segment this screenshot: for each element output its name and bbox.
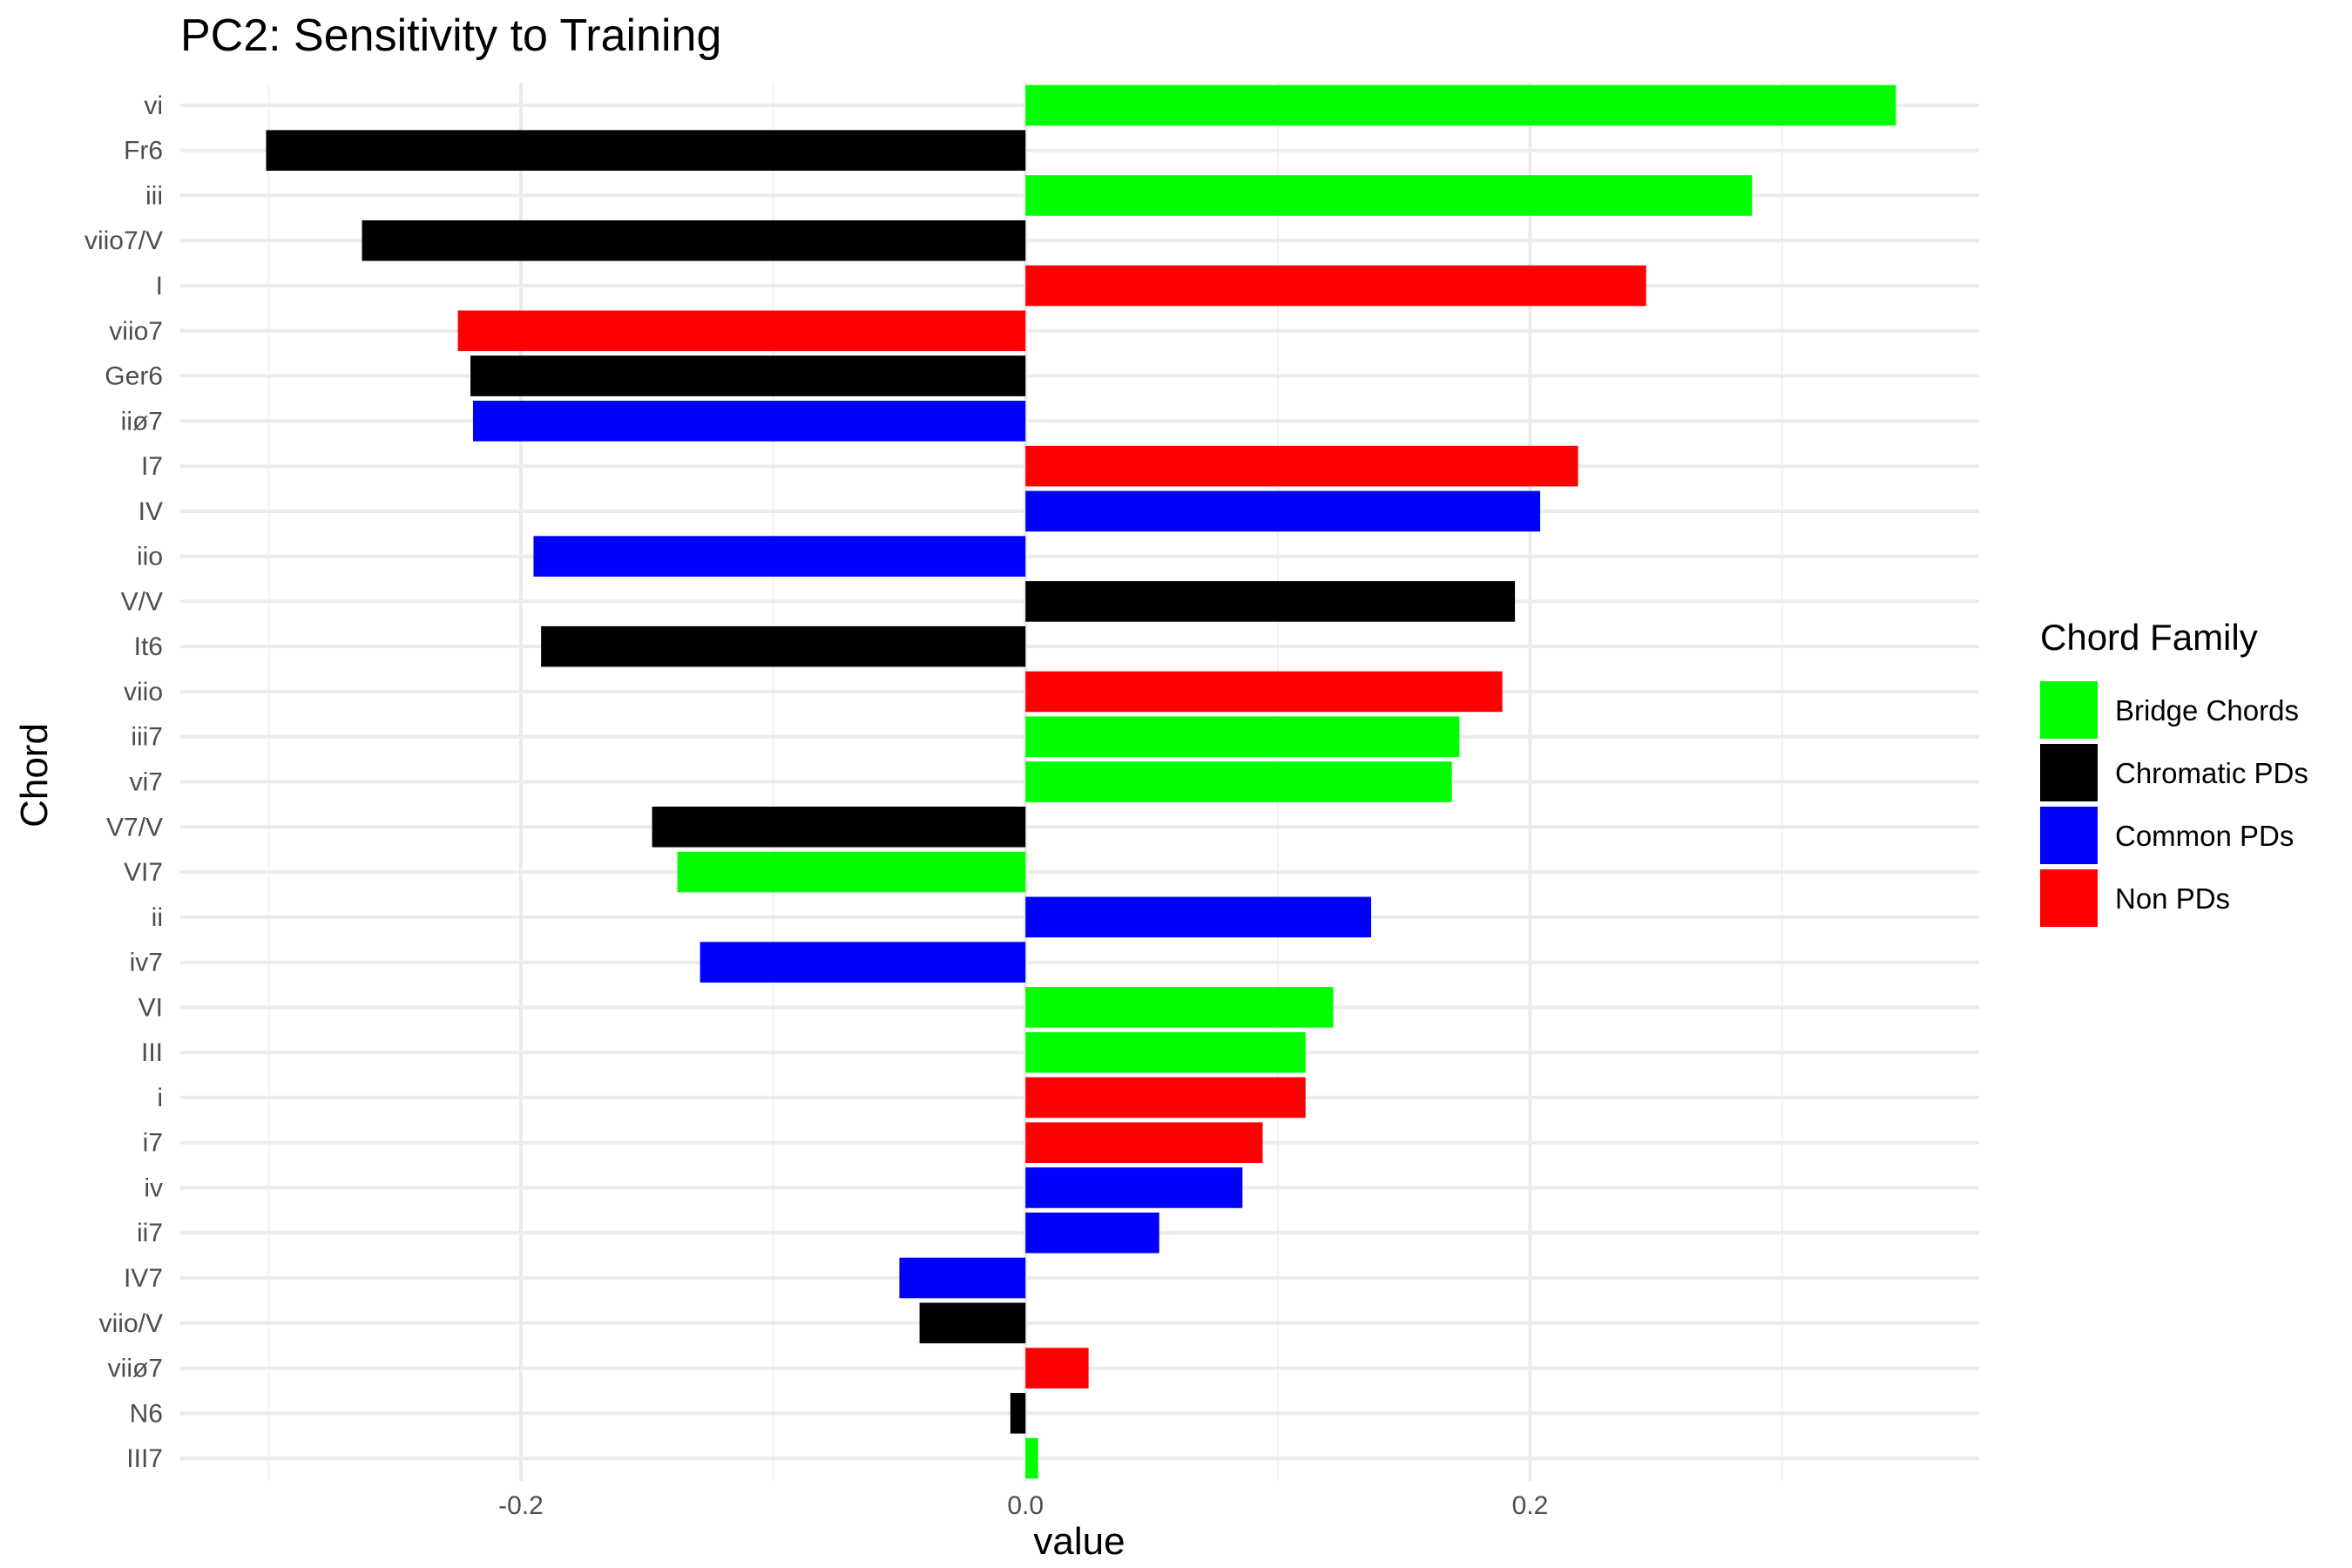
bar-v-v (1025, 581, 1516, 622)
chart-title: PC2: Sensitivity to Training (180, 10, 721, 61)
legend-title: Chord Family (2040, 617, 2258, 658)
x-tick-label: -0.2 (498, 1491, 544, 1520)
y-axis-tick-labels: viFr6iiiviio7/VIviio7Ger6iiø7I7IViioV/VI… (84, 91, 163, 1473)
bar-viio7 (457, 310, 1026, 352)
legend-key-chromatic-pds (2040, 744, 2098, 801)
legend-key-bridge-chords (2040, 681, 2098, 739)
y-tick-label: V/V (121, 587, 163, 616)
x-tick-label: 0.0 (1007, 1491, 1044, 1520)
bar-ii (1025, 896, 1372, 938)
bar-iii (1025, 1031, 1306, 1073)
x-tick-label: 0.2 (1512, 1491, 1549, 1520)
y-tick-label: viio7/V (84, 226, 163, 255)
y-tick-label: viio/V (99, 1309, 163, 1338)
y-tick-label: IV (139, 497, 163, 526)
y-tick-label: iii (145, 181, 163, 210)
legend: Chord Family Bridge Chords Chromatic PDs C… (2040, 617, 2308, 927)
y-tick-label: i (157, 1084, 163, 1112)
bar-iio (533, 536, 1026, 577)
bar-i (1025, 1077, 1306, 1119)
y-axis-title: Chord (13, 723, 56, 828)
bar-vi7 (677, 851, 1026, 893)
legend-label: Bridge Chords (2115, 694, 2299, 727)
legend-label: Chromatic PDs (2115, 757, 2308, 789)
y-tick-label: iv7 (130, 949, 163, 977)
bar-it6 (541, 625, 1026, 667)
bar-i7 (1025, 445, 1578, 487)
bar-v7-v (652, 806, 1026, 848)
y-tick-label: Fr6 (124, 137, 163, 166)
x-axis-title: value (1033, 1520, 1125, 1563)
bars (266, 84, 1896, 1479)
y-tick-label: ii (152, 903, 163, 932)
bar-viio7-v (362, 220, 1026, 261)
y-tick-label: III7 (126, 1444, 163, 1473)
y-tick-label: V7/V (106, 813, 163, 841)
bar-vii-7 (1025, 1348, 1089, 1389)
y-tick-label: VI (139, 993, 163, 1022)
legend-label: Common PDs (2115, 820, 2294, 852)
y-tick-label: N6 (130, 1399, 163, 1428)
bar-n6 (1010, 1393, 1026, 1434)
bar-iv7 (899, 1257, 1026, 1299)
bar-i (1025, 265, 1646, 307)
bar-vi7 (1025, 761, 1452, 802)
bar-iv7 (700, 942, 1026, 983)
bar-viio-v (919, 1302, 1026, 1344)
y-tick-label: vi7 (130, 768, 163, 797)
legend-key-non-pds (2040, 869, 2098, 927)
bar-iii7 (1025, 1437, 1038, 1479)
y-tick-label: iv (144, 1173, 163, 1202)
y-tick-label: Ger6 (105, 362, 163, 391)
bar-viio (1025, 671, 1503, 713)
y-tick-label: It6 (134, 632, 163, 661)
bar-iv (1025, 490, 1541, 532)
legend-key-common-pds (2040, 807, 2098, 864)
y-tick-label: iii7 (131, 723, 163, 752)
bar-vi (1025, 84, 1896, 126)
y-tick-label: I7 (141, 452, 163, 481)
bar-iii7 (1025, 716, 1460, 758)
y-tick-label: VI7 (124, 858, 163, 887)
y-tick-label: iiø7 (121, 407, 163, 436)
y-tick-label: vi (144, 91, 163, 120)
bar-i7 (1025, 1122, 1263, 1163)
y-tick-label: viio (124, 678, 163, 706)
y-tick-label: ii7 (137, 1219, 163, 1247)
bar-iv (1025, 1167, 1243, 1208)
y-tick-label: III (141, 1038, 163, 1067)
bar-vi (1025, 987, 1334, 1028)
bar-ii-7 (472, 401, 1026, 442)
bar-fr6 (266, 130, 1026, 171)
y-tick-label: viiø7 (108, 1355, 163, 1383)
bar-iii (1025, 175, 1753, 216)
y-tick-label: iio (137, 543, 163, 571)
bar-ger6 (470, 355, 1026, 396)
legend-label: Non PDs (2115, 882, 2230, 915)
y-tick-label: viio7 (109, 317, 163, 346)
y-tick-label: i7 (143, 1129, 163, 1158)
y-tick-label: I (156, 272, 163, 301)
bar-ii7 (1025, 1212, 1159, 1254)
x-axis-tick-labels: -0.2 0.0 0.2 (498, 1491, 1548, 1520)
y-tick-label: IV7 (124, 1264, 163, 1293)
